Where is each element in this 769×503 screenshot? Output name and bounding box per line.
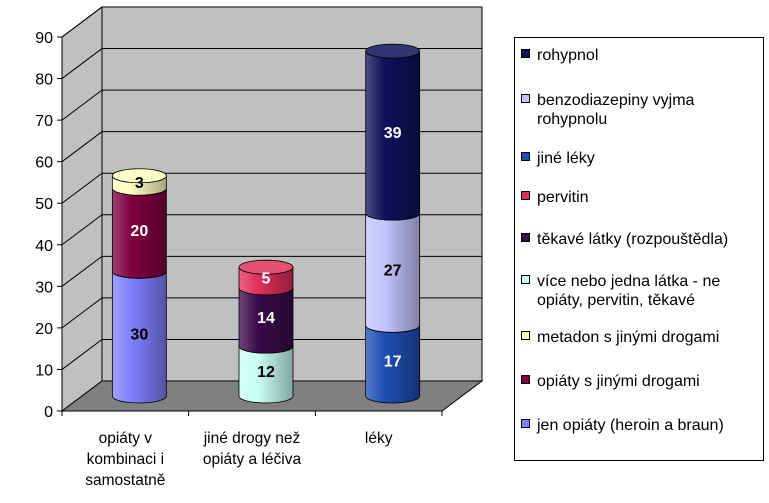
gridline (61, 214, 482, 246)
data-label: 3 (135, 175, 144, 192)
gridline (61, 48, 482, 79)
y-tick-label: 50 (35, 196, 53, 213)
y-tick-label: 90 (35, 30, 53, 47)
bar-top (238, 259, 294, 275)
data-label: 17 (384, 354, 402, 371)
legend-label: metadon s jinými drogami (537, 329, 720, 346)
y-tick-label: 60 (35, 155, 53, 172)
y-tick-label: 80 (35, 72, 53, 89)
gridline (61, 131, 482, 163)
gridline (61, 297, 482, 329)
legend-swatch (521, 375, 530, 384)
bars (111, 43, 421, 404)
legend-swatch (521, 233, 530, 242)
data-label: 20 (130, 223, 148, 240)
axes: 0 10 20 30 40 50 60 70 80 90 opiáty v kombinaci i sa… (35, 30, 443, 489)
legend-swatch (521, 152, 530, 161)
x-category-label: opiáty v (99, 430, 153, 447)
y-tick-label: 10 (35, 362, 53, 379)
x-category-label: kombinaci i (87, 451, 165, 468)
data-label: 5 (262, 271, 271, 288)
side-wall (61, 6, 103, 412)
data-label: 27 (384, 262, 402, 279)
data-label: 14 (257, 310, 275, 327)
gridline (61, 172, 482, 204)
x-category-label: léky (365, 430, 393, 447)
bar-top (111, 168, 167, 184)
data-label: 30 (130, 327, 148, 344)
legend-swatch (521, 331, 530, 340)
legend-label: těkavé látky (rozpouštědla) (537, 231, 729, 248)
legend-swatch (521, 191, 530, 200)
legend-label: benzodiazepiny vyjma rohypnolu (537, 92, 695, 128)
y-tick-label: 0 (44, 404, 53, 421)
gridline (61, 6, 482, 38)
gridline (61, 255, 482, 287)
legend-label: pervitin (537, 189, 589, 206)
x-category-label: jiné drogy než (203, 430, 301, 447)
legend-swatch (521, 49, 530, 58)
x-category-label: opiáty a léčiva (203, 451, 302, 468)
legend-label: opiáty s jinými drogami (537, 373, 700, 390)
gridline (61, 89, 482, 121)
legend: rohypnol benzodiazepiny vyjma rohypnolu jin… (514, 37, 764, 461)
legend-swatch (521, 275, 530, 284)
legend-label: jen opiáty (heroin a braun) (537, 417, 724, 434)
y-tick-label: 40 (35, 238, 53, 255)
y-tick-label: 20 (35, 321, 53, 338)
data-label: 12 (257, 364, 275, 381)
legend-label: jiné léky (537, 150, 595, 167)
data-label: 39 (384, 125, 402, 142)
y-tick-label: 30 (35, 279, 53, 296)
x-category-label: samostatně (85, 472, 165, 489)
y-tick-label: 70 (35, 113, 53, 130)
gridlines (61, 6, 482, 370)
legend-swatch (521, 419, 530, 428)
legend-swatch (521, 94, 530, 103)
gridline (61, 338, 482, 370)
data-labels: 30 20 3 12 14 5 17 27 39 (130, 125, 401, 381)
legend-label: více nebo jedna látka - ne opiáty, pervit… (537, 273, 721, 309)
legend-label: rohypnol (537, 47, 599, 64)
bar-top (365, 43, 421, 59)
